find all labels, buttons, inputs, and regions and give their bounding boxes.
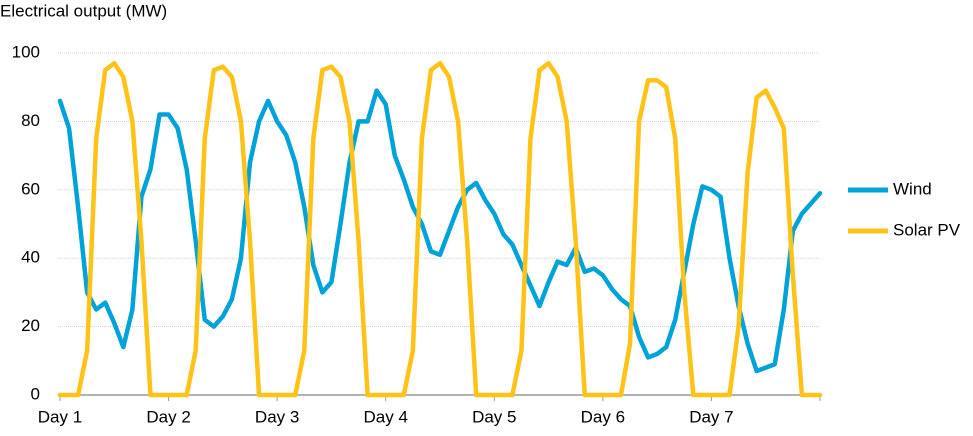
legend-label: Wind: [893, 179, 932, 198]
x-tick-label: Day 5: [472, 407, 516, 426]
y-tick-label: 60: [21, 179, 40, 198]
x-tick-label: Day 1: [38, 407, 82, 426]
x-tick-label: Day 4: [364, 407, 408, 426]
x-tick-label: Day 2: [146, 407, 190, 426]
y-tick-label: 20: [21, 316, 40, 335]
legend-label: Solar PV: [893, 220, 961, 239]
x-tick-label: Day 7: [689, 407, 733, 426]
x-tick-label: Day 6: [581, 407, 625, 426]
series-line: [57, 61, 823, 398]
y-axis-title: Electrical output (MW): [0, 1, 167, 20]
y-tick-label: 100: [12, 42, 40, 61]
series-line: [57, 88, 823, 374]
y-tick-label: 0: [31, 384, 40, 403]
y-tick-label: 80: [21, 111, 40, 130]
y-tick-label: 40: [21, 248, 40, 267]
x-tick-label: Day 3: [255, 407, 299, 426]
